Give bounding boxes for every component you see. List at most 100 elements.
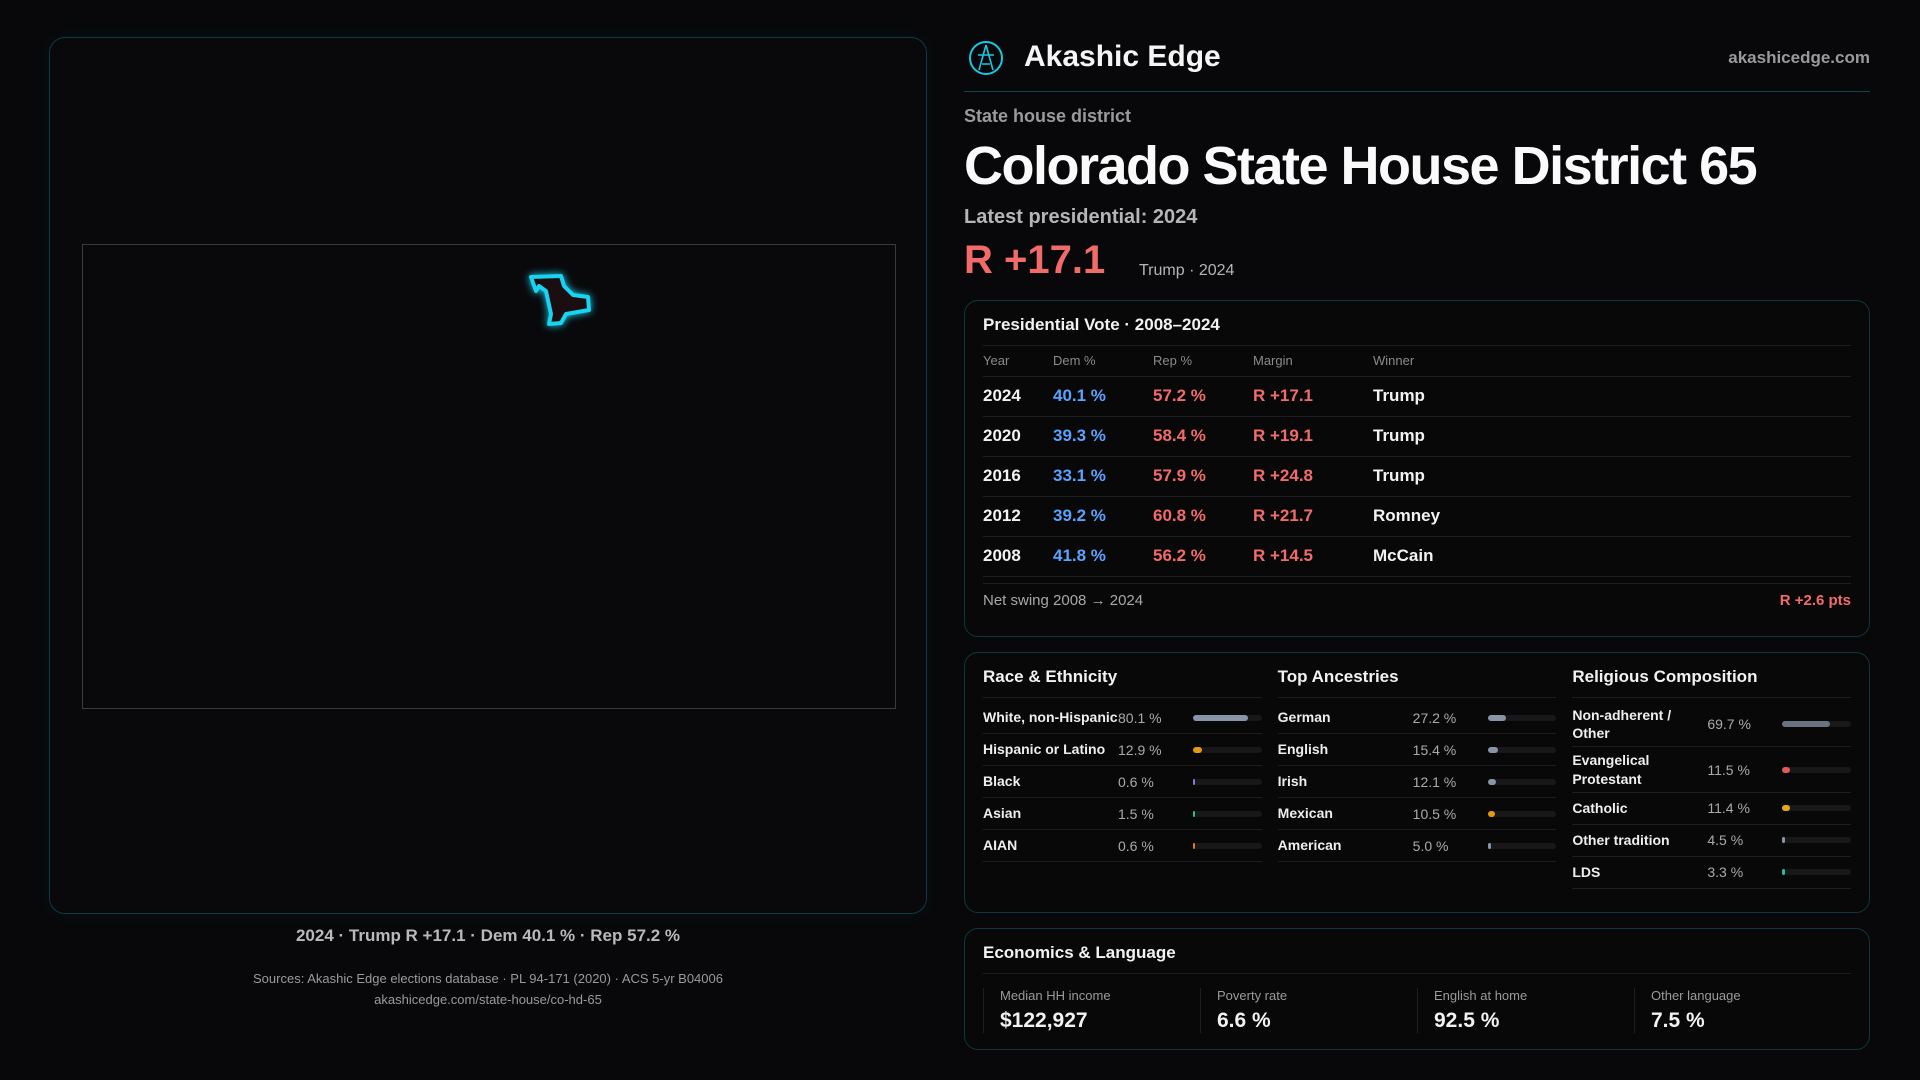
item-percent: 3.3 %: [1707, 864, 1744, 881]
table-cell: 57.2 %: [1153, 376, 1253, 417]
item-bar: [1193, 714, 1262, 721]
list-item: Irish 12.1 %: [1277, 766, 1557, 798]
table-cell: 2012: [983, 496, 1053, 537]
item-label: German: [1277, 709, 1331, 726]
list-item: American 5.0 %: [1277, 830, 1557, 862]
religion-title: Religious Composition: [1572, 667, 1852, 698]
item-label: Catholic: [1572, 800, 1628, 817]
economics-card: Economics & Language Median HH income $12…: [964, 928, 1870, 1050]
item-bar: [1487, 842, 1557, 849]
religion-section: Religious Composition Non-adherent / Othe…: [1572, 667, 1852, 898]
stat-item: Other language 7.5 %: [1634, 988, 1851, 1033]
item-bar: [1487, 714, 1557, 721]
table-cell: 39.2 %: [1053, 496, 1153, 537]
item-label: Evangelical Protestant: [1572, 752, 1650, 787]
net-swing-value: R +2.6 pts: [1779, 591, 1851, 609]
item-bar: [1193, 810, 1262, 817]
stat-value: 6.6 %: [1217, 1009, 1271, 1032]
stat-label: Median HH income: [1000, 988, 1111, 1003]
table-cell: 2020: [983, 416, 1053, 457]
stat-label: Poverty rate: [1217, 988, 1288, 1003]
item-label: Asian: [983, 805, 1022, 822]
item-bar: [1487, 746, 1557, 753]
table-cell: 56.2 %: [1153, 536, 1253, 577]
table-cell: 40.1 %: [1053, 376, 1153, 417]
item-bar-fill: [1782, 869, 1785, 876]
item-bar-fill: [1782, 805, 1791, 812]
list-item: Non-adherent / Other 69.7 %: [1572, 702, 1852, 748]
item-percent: 12.1 %: [1412, 773, 1457, 790]
demographics-card: Race & Ethnicity White, non-Hispanic 80.1 …: [964, 652, 1870, 913]
item-label: Black: [983, 773, 1021, 790]
list-item: AIAN 0.6 %: [983, 830, 1262, 862]
stat-value: $122,927: [1000, 1009, 1088, 1032]
item-bar: [1782, 837, 1852, 844]
item-percent: 11.5 %: [1707, 761, 1750, 778]
item-bar-fill: [1487, 746, 1499, 753]
stat-value: 7.5 %: [1651, 1009, 1705, 1032]
table-cell: 2016: [983, 456, 1053, 497]
table-row: 2012 39.2 % 60.8 % R +21.7 Romney: [983, 496, 1851, 537]
table-cell: R +21.7: [1253, 496, 1373, 537]
list-item: Evangelical Protestant 11.5 %: [1572, 747, 1852, 793]
brand-name[interactable]: Akashic Edge: [1024, 40, 1221, 73]
list-item: White, non-Hispanic 80.1 %: [983, 702, 1262, 734]
sources-text: Sources: Akashic Edge elections database…: [253, 971, 723, 986]
item-bar: [1487, 778, 1557, 785]
list-item: Hispanic or Latino 12.9 %: [983, 734, 1262, 766]
table-row: 2024 40.1 % 57.2 % R +17.1 Trump: [983, 376, 1851, 417]
sources-note: Sources: Akashic Edge elections database…: [49, 968, 927, 1010]
latest-winner: Trump · 2024: [1139, 262, 1235, 279]
list-item: Other tradition 4.5 %: [1572, 825, 1852, 857]
list-item: English 15.4 %: [1277, 734, 1557, 766]
presidential-title: Presidential Vote · 2008–2024: [983, 315, 1851, 346]
item-bar-fill: [1782, 766, 1791, 773]
item-label: English: [1277, 741, 1329, 758]
table-cell: Romney: [1373, 496, 1851, 537]
list-item: Mexican 10.5 %: [1277, 798, 1557, 830]
district-type: State house district: [964, 106, 1132, 126]
latest-presidential: Latest presidential: 2024: [964, 206, 1198, 228]
table-cell: 39.3 %: [1053, 416, 1153, 457]
stat-item: English at home 92.5 %: [1417, 988, 1634, 1033]
item-label: AIAN: [983, 837, 1018, 854]
net-swing: Net swing 2008 → 2024 R +2.6 pts: [983, 582, 1851, 609]
page-url[interactable]: akashicedge.com/state-house/co-hd-65: [374, 992, 602, 1007]
compass-star-icon[interactable]: [968, 40, 1004, 76]
ancestry-title: Top Ancestries: [1277, 667, 1557, 698]
item-bar-fill: [1193, 842, 1195, 849]
column-header: Margin: [1253, 346, 1373, 377]
column-header: Winner: [1373, 346, 1851, 377]
item-bar: [1193, 778, 1262, 785]
list-item: Black 0.6 %: [983, 766, 1262, 798]
item-label: White, non-Hispanic: [983, 709, 1118, 726]
district-shape[interactable]: [529, 274, 591, 326]
item-label: American: [1277, 837, 1342, 854]
item-bar: [1193, 842, 1262, 849]
race-section: Race & Ethnicity White, non-Hispanic 80.1 …: [983, 667, 1262, 898]
item-bar-fill: [1487, 714, 1507, 721]
item-bar-fill: [1487, 810, 1495, 817]
item-percent: 27.2 %: [1412, 709, 1457, 726]
table-cell: R +24.8: [1253, 456, 1373, 497]
item-bar-fill: [1193, 714, 1248, 721]
map-panel[interactable]: [49, 37, 927, 914]
site-link[interactable]: akashicedge.com: [1728, 48, 1870, 67]
item-percent: 0.6 %: [1118, 837, 1154, 854]
item-label: Mexican: [1277, 805, 1333, 822]
page-title: Colorado State House District 65: [964, 136, 1758, 196]
column-header: Dem %: [1053, 346, 1153, 377]
economics-title: Economics & Language: [983, 943, 1851, 974]
table-cell: 33.1 %: [1053, 456, 1153, 497]
item-bar-fill: [1193, 778, 1195, 785]
item-percent: 5.0 %: [1412, 837, 1449, 854]
table-cell: 2024: [983, 376, 1053, 417]
item-percent: 4.5 %: [1707, 832, 1744, 849]
table-cell: R +14.5: [1253, 536, 1373, 577]
stat-label: English at home: [1434, 988, 1528, 1003]
presidential-card: Presidential Vote · 2008–2024 Year Dem % R…: [964, 300, 1870, 637]
table-row: 2016 33.1 % 57.9 % R +24.8 Trump: [983, 456, 1851, 497]
stat-item: Median HH income $122,927: [983, 988, 1200, 1033]
state-outline: [82, 244, 896, 709]
district-map[interactable]: [50, 38, 928, 915]
